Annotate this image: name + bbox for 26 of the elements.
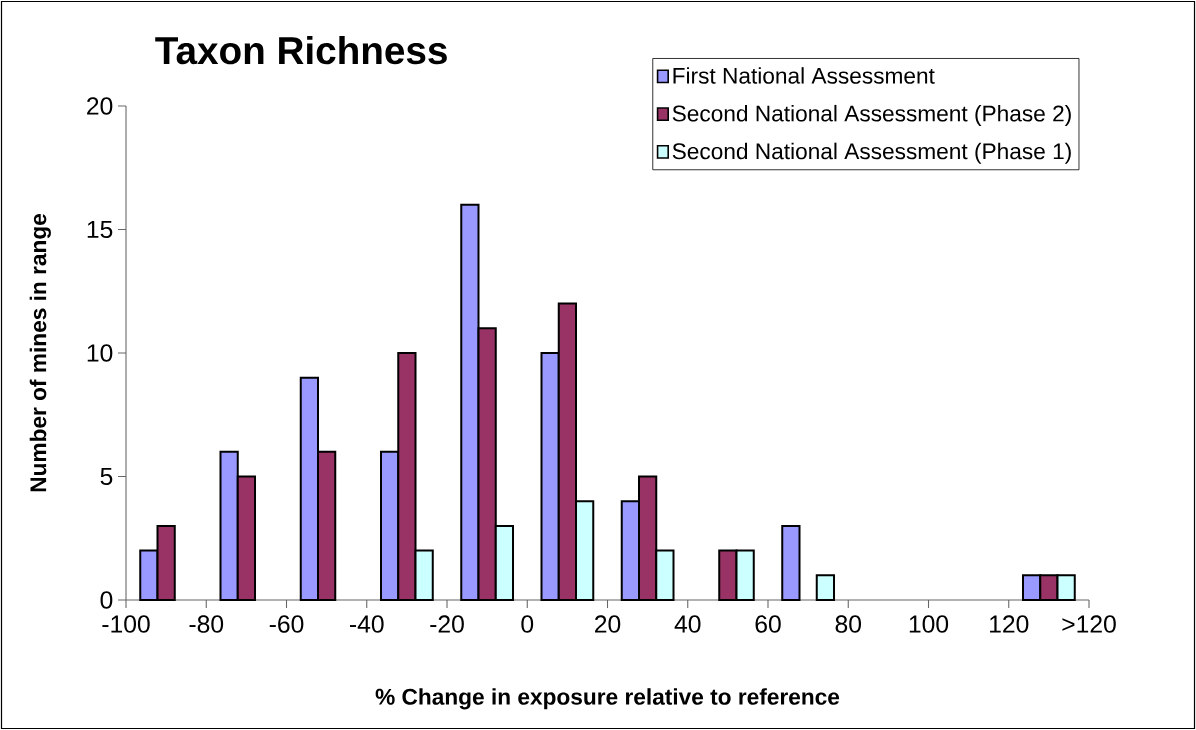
x-tick-label: -20 xyxy=(430,615,464,633)
y-tick-label: 20 xyxy=(87,97,113,115)
y-tick-label: 15 xyxy=(87,220,113,239)
legend-label: Second National Assessment (Phase 1) xyxy=(672,142,1071,164)
y-tick-label: 10 xyxy=(87,344,113,362)
x-tick-label: -60 xyxy=(269,615,304,633)
legend-label: Second National Assessment (Phase 2) xyxy=(672,104,1071,127)
bar xyxy=(781,524,801,601)
y-axis-title: Number of mines in range xyxy=(29,213,51,492)
x-tick-label: 40 xyxy=(674,615,701,633)
chart-title: Taxon Richness xyxy=(155,35,447,65)
x-tick-label: -100 xyxy=(102,615,150,633)
legend-label: First National Assessment xyxy=(673,67,935,84)
x-tick-label: 20 xyxy=(595,615,621,633)
x-tick-label: >120 xyxy=(1062,615,1116,633)
x-tick-label: -40 xyxy=(350,615,384,633)
x-tick-label: 80 xyxy=(835,615,862,633)
x-tick-label: -80 xyxy=(189,615,224,633)
x-axis-title: % Change in exposure relative to reference xyxy=(375,688,840,710)
x-tick-label: 120 xyxy=(990,615,1029,633)
y-tick-label: 5 xyxy=(100,467,113,486)
x-tick-label: 60 xyxy=(755,615,781,633)
y-tick-label: 0 xyxy=(100,591,113,609)
bar xyxy=(815,574,836,601)
x-tick-label: 0 xyxy=(521,615,534,633)
x-tick-label: 100 xyxy=(909,615,949,633)
